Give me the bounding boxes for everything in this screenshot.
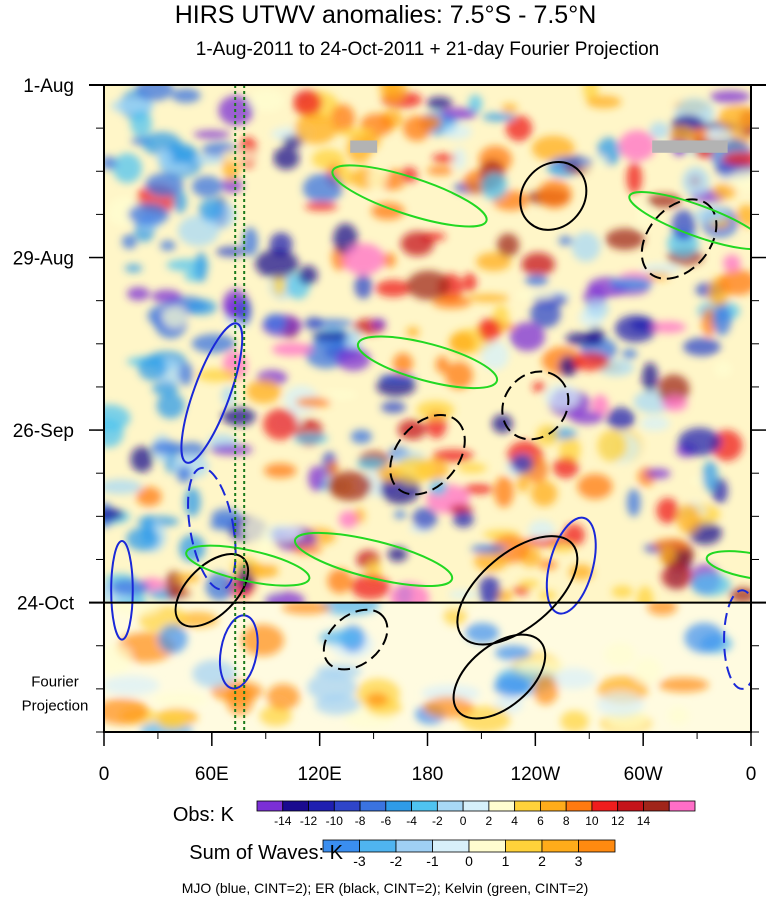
y-tick-label: 24-Oct	[17, 594, 75, 615]
colorbar-swatch	[578, 839, 616, 853]
colorbar-tick-label: -14	[274, 814, 292, 828]
colorbar-tick-label: 10	[585, 814, 599, 828]
y-tick-label: 26-Sep	[13, 421, 74, 442]
colorbar-tick-label: -2	[390, 853, 403, 869]
footnote: MJO (blue, CINT=2); ER (black, CINT=2); …	[182, 880, 589, 896]
wave-contour	[185, 544, 311, 587]
colorbar-swatch	[432, 839, 470, 853]
colorbar-swatch	[436, 800, 464, 812]
missing-data	[350, 140, 378, 153]
colorbar-swatch	[359, 839, 397, 853]
colorbar-tick-label: -10	[326, 814, 344, 828]
colorbar-swatch	[256, 800, 284, 812]
x-tick-label: 120W	[511, 764, 561, 785]
colorbar-label: Sum of Waves: K	[189, 842, 343, 864]
colorbar-tick-label: 14	[637, 814, 651, 828]
wave-contour	[322, 608, 389, 671]
chart-title: HIRS UTWV anomalies: 7.5°S - 7.5°N	[174, 1, 597, 29]
x-tick-label: 120E	[297, 764, 341, 785]
colorbar-swatch	[514, 800, 541, 812]
projection-label: Fourier	[31, 674, 79, 691]
field-blobs	[104, 85, 751, 603]
colorbar-label: Obs: K	[173, 804, 235, 826]
colorbar-swatch	[282, 800, 309, 812]
wave-contour	[545, 516, 597, 615]
wave-contour	[180, 322, 244, 464]
wave-contour	[640, 198, 718, 280]
y-tick-label: 1-Aug	[23, 76, 74, 97]
colorbar-swatch	[617, 800, 644, 812]
colorbar-swatch	[462, 800, 490, 812]
wave-contour	[452, 633, 547, 720]
colorbar-tick-label: 2	[486, 814, 493, 828]
colorbar-swatch	[505, 839, 543, 853]
projection-label: Projection	[22, 698, 89, 715]
colorbar-swatch	[565, 800, 593, 812]
colorbar-swatch	[333, 800, 361, 812]
colorbar-tick-label: 2	[538, 853, 546, 869]
colorbar-tick-label: -1	[426, 853, 439, 869]
colorbar-swatch	[468, 839, 506, 853]
colorbar-tick-label: -2	[432, 814, 443, 828]
colorbar-tick-label: -6	[380, 814, 391, 828]
colorbar-swatch	[359, 800, 387, 812]
wave-contour	[187, 466, 237, 591]
colorbar-swatch	[541, 839, 579, 853]
colorbar-swatch	[395, 839, 433, 853]
colorbar-swatch	[308, 800, 335, 812]
colorbar-tick-label: 6	[537, 814, 544, 828]
x-tick-label: 0	[746, 764, 757, 785]
wave-contour	[456, 535, 579, 646]
colorbar-swatch	[668, 800, 696, 812]
wave-contour	[519, 160, 588, 231]
x-tick-label: 180	[412, 764, 444, 785]
x-tick-label: 60W	[624, 764, 663, 785]
colorbar-swatch	[411, 800, 438, 812]
colorbar-swatch	[540, 800, 567, 812]
wave-contour	[389, 414, 466, 496]
y-tick-label: 29-Aug	[13, 249, 74, 270]
wave-contour	[110, 539, 134, 641]
x-tick-label: 0	[99, 764, 110, 785]
wave-contour	[293, 531, 454, 588]
colorbar-tick-label: -4	[406, 814, 417, 828]
colorbar-swatch	[643, 800, 670, 812]
axes: 1-Aug 29-Aug 26-Sep 24-Oct 0 60E 120E 180 120W 60…	[13, 76, 766, 785]
wave-contour	[705, 550, 751, 582]
chart-subtitle: 1-Aug-2011 to 24-Oct-2011 + 21-day Fouri…	[195, 39, 660, 60]
wave-contour	[331, 164, 488, 228]
missing-data	[652, 140, 728, 153]
wave-contour	[628, 191, 751, 251]
colorbar-swatch	[385, 800, 412, 812]
wave-contour	[501, 370, 570, 441]
wave-contour	[356, 335, 499, 390]
wave-contours	[110, 85, 751, 732]
colorbar-tick-label: -8	[355, 814, 366, 828]
wave-contour	[218, 614, 259, 690]
colorbar-tick-label: -3	[353, 853, 366, 869]
colorbar-swatch	[591, 800, 619, 812]
x-tick-label: 60E	[195, 764, 229, 785]
colorbar-tick-label: 8	[563, 814, 570, 828]
colorbar-tick-label: 3	[575, 853, 583, 869]
colorbar-swatch	[488, 800, 516, 812]
anomaly-field	[104, 85, 751, 732]
wave-contour	[174, 553, 250, 628]
colorbar-tick-label: 0	[465, 853, 473, 869]
colorbar-tick-label: 12	[611, 814, 625, 828]
colorbar-tick-label: 4	[511, 814, 518, 828]
colorbar-tick-label: 1	[502, 853, 510, 869]
colorbar-tick-label: 0	[460, 814, 467, 828]
colorbar-tick-label: -12	[300, 814, 318, 828]
wave-contour	[723, 589, 751, 690]
